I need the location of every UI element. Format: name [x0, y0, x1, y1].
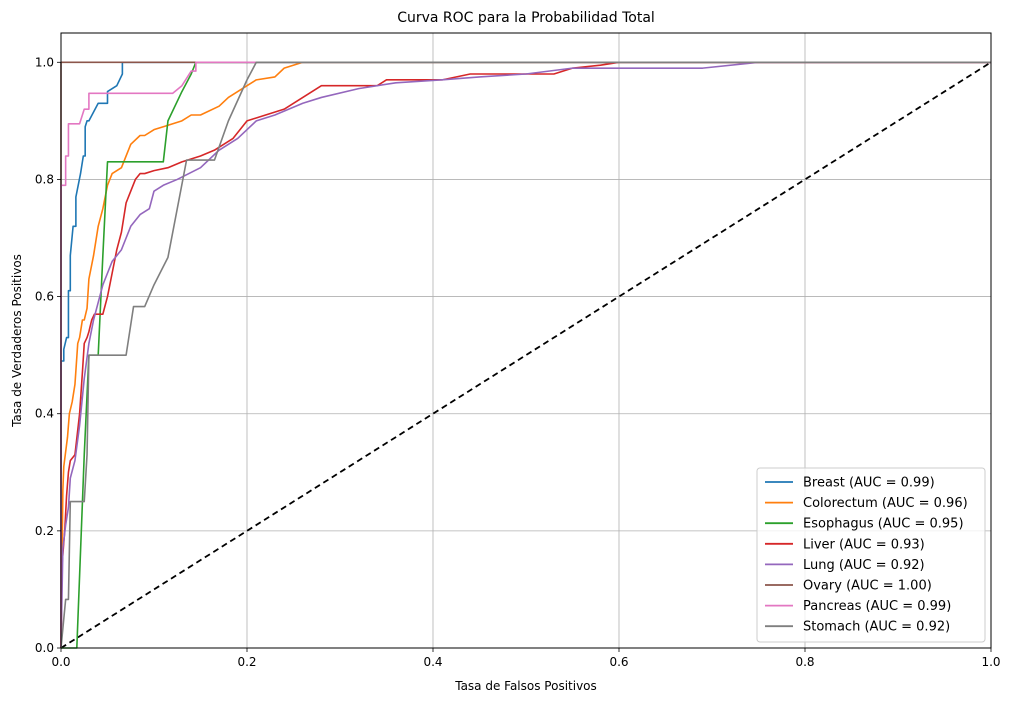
legend-label-lung: Lung (AUC = 0.92) [803, 558, 925, 573]
legend-label-stomach: Stomach (AUC = 0.92) [803, 620, 950, 635]
legend-label-liver: Liver (AUC = 0.93) [803, 537, 925, 552]
series-line-esophagus [61, 61, 991, 649]
legend-label-colorectum: Colorectum (AUC = 0.96) [803, 496, 968, 511]
chart-title: Curva ROC para la Probabilidad Total [397, 10, 655, 26]
x-tick-label: 0.2 [237, 655, 256, 669]
x-tick-label: 1.0 [981, 655, 1000, 669]
y-tick-label: 0.6 [35, 290, 54, 304]
y-tick-label: 0.0 [35, 641, 54, 655]
legend-label-pancreas: Pancreas (AUC = 0.99) [803, 599, 951, 614]
x-tick-label: 0.8 [795, 655, 814, 669]
legend-label-breast: Breast (AUC = 0.99) [803, 476, 935, 491]
axis-ticks: 0.0 0.2 0.4 0.6 0.8 1.0 0.0 0.2 0.4 0.6 0.8 1.0 [35, 55, 1001, 669]
legend-box [756, 467, 986, 643]
x-tick-label: 0.6 [609, 655, 628, 669]
plot-frame [60, 32, 992, 649]
x-axis-label: Tasa de Falsos Positivos [454, 679, 597, 693]
series-line-breast [60, 61, 991, 648]
y-tick-label: 1.0 [35, 55, 54, 69]
x-tick-label: 0.4 [423, 655, 442, 669]
y-axis-label: Tasa de Verdaderos Positivos [10, 254, 24, 428]
y-tick-label: 0.2 [35, 524, 54, 538]
legend-label-ovary: Ovary (AUC = 1.00) [803, 579, 932, 594]
grid-lines [60, 33, 992, 649]
legend-label-esophagus: Esophagus (AUC = 0.95) [803, 517, 964, 532]
x-tick-label: 0.0 [51, 655, 70, 669]
legend: Breast (AUC = 0.99) Colorectum (AUC = 0.9… [756, 467, 986, 643]
series-line-colorectum [60, 61, 991, 649]
series-line-stomach [60, 61, 991, 649]
series-line-liver [60, 61, 991, 649]
diagonal-layer [60, 61, 992, 649]
y-tick-label: 0.8 [35, 172, 54, 186]
series-line-lung [60, 61, 991, 649]
y-tick-label: 0.4 [35, 407, 54, 421]
series-line-pancreas [60, 61, 991, 648]
diagonal-reference-line [60, 61, 992, 649]
